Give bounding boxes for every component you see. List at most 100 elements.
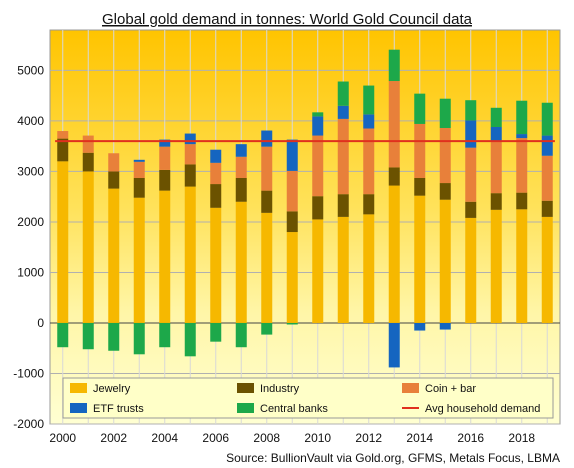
bar-coin-bar [159, 146, 171, 170]
legend: Jewelry Industry Coin + bar ETF trusts Centr… [62, 377, 554, 419]
legend-label: Industry [260, 383, 300, 395]
bar-central-banks [235, 322, 247, 348]
legend-label: ETF trusts [93, 403, 144, 415]
bar-central-banks [159, 322, 171, 348]
bar-industry [363, 194, 375, 215]
bar-coin-bar [414, 123, 426, 179]
bar-jewelry [337, 216, 349, 323]
bar-etf-trusts [159, 139, 171, 147]
bar-etf-trusts-negative [414, 322, 426, 331]
bar-jewelry [133, 197, 145, 323]
bar-coin-bar [235, 156, 247, 179]
bar-industry [82, 152, 94, 172]
bar-etf-trusts-negative [439, 322, 451, 330]
bar-jewelry [82, 171, 94, 323]
bar-jewelry [414, 195, 426, 323]
bar-coin-bar [261, 146, 273, 191]
bar-jewelry [490, 209, 502, 323]
bar-coin-bar [490, 141, 502, 194]
bar-jewelry [312, 219, 324, 323]
bar-industry [490, 193, 502, 210]
legend-box [62, 377, 554, 419]
bar-central-banks [337, 81, 349, 106]
legend-label: Avg household demand [425, 403, 540, 415]
bar-central-banks [286, 322, 298, 325]
x-tick-label: 2018 [508, 431, 535, 445]
bar-etf-trusts [337, 105, 349, 119]
bar-coin-bar [210, 162, 222, 185]
bar-industry [388, 167, 400, 186]
bar-etf-trusts [541, 135, 553, 156]
bar-jewelry [235, 201, 247, 323]
plot-area [49, 29, 561, 425]
x-tick-label: 2000 [49, 431, 76, 445]
bar-etf-trusts [133, 159, 145, 162]
y-tick-label: 3000 [17, 164, 44, 178]
x-tick-label: 2008 [253, 431, 280, 445]
y-tick-label: -2000 [13, 417, 44, 431]
bar-central-banks [414, 93, 426, 124]
bar-coin-bar [388, 81, 400, 168]
bar-etf-trusts [516, 134, 528, 139]
legend-swatch [402, 383, 419, 393]
bar-etf-trusts [235, 144, 247, 157]
bar-central-banks [541, 102, 553, 136]
bar-industry [184, 164, 196, 187]
bar-industry [133, 178, 145, 198]
bar-central-banks [490, 107, 502, 127]
bar-central-banks [184, 322, 196, 357]
bar-etf-trusts [465, 120, 477, 148]
bar-coin-bar [82, 135, 94, 153]
bar-industry [312, 196, 324, 220]
bar-coin-bar [184, 144, 196, 165]
bar-industry [541, 200, 553, 217]
bar-jewelry [210, 207, 222, 323]
bar-industry [465, 201, 477, 218]
bar-coin-bar [108, 153, 120, 172]
x-tick-label: 2014 [406, 431, 433, 445]
bar-central-banks [516, 100, 528, 135]
bar-central-banks [388, 49, 400, 82]
bar-coin-bar [541, 155, 553, 201]
bar-industry [286, 211, 298, 233]
bar-coin-bar [312, 135, 324, 197]
bar-etf-trusts [261, 130, 273, 147]
legend-swatch [237, 383, 254, 393]
source-note: Source: BullionVault via Gold.org, GFMS,… [226, 451, 560, 465]
bar-industry [108, 171, 120, 189]
bar-industry [210, 184, 222, 208]
legend-swatch [237, 403, 254, 413]
bar-etf-trusts [184, 133, 196, 145]
y-tick-label: 2000 [17, 215, 44, 229]
bar-coin-bar [363, 128, 375, 195]
bar-etf-trusts-negative [388, 322, 400, 368]
x-tick-label: 2016 [457, 431, 484, 445]
bar-jewelry [516, 209, 528, 323]
bar-industry [235, 178, 247, 202]
bar-central-banks [57, 322, 69, 348]
bar-etf-trusts [286, 139, 298, 171]
x-tick-label: 2012 [355, 431, 382, 445]
axis-labels: -2000 -1000 0 1000 2000 3000 4000 5000 2000 2002 2… [13, 63, 535, 445]
bar-central-banks [465, 100, 477, 121]
bar-coin-bar [465, 147, 477, 202]
x-tick-label: 2006 [202, 431, 229, 445]
bar-jewelry [363, 214, 375, 323]
bar-jewelry [159, 190, 171, 323]
bar-jewelry [108, 188, 120, 323]
bar-coin-bar [337, 118, 349, 195]
bar-etf-trusts [312, 116, 324, 136]
x-tick-label: 2010 [304, 431, 331, 445]
bar-industry [261, 190, 273, 213]
bar-stacks [55, 49, 555, 368]
bar-industry [337, 194, 349, 217]
legend-label: Central banks [260, 403, 328, 415]
legend-label: Coin + bar [425, 383, 476, 395]
legend-label: Jewelry [93, 383, 131, 395]
bar-jewelry [184, 186, 196, 323]
x-tick-label: 2004 [151, 431, 178, 445]
bar-coin-bar [516, 138, 528, 193]
y-tick-label: 0 [37, 316, 44, 330]
y-tick-label: 5000 [17, 63, 44, 77]
